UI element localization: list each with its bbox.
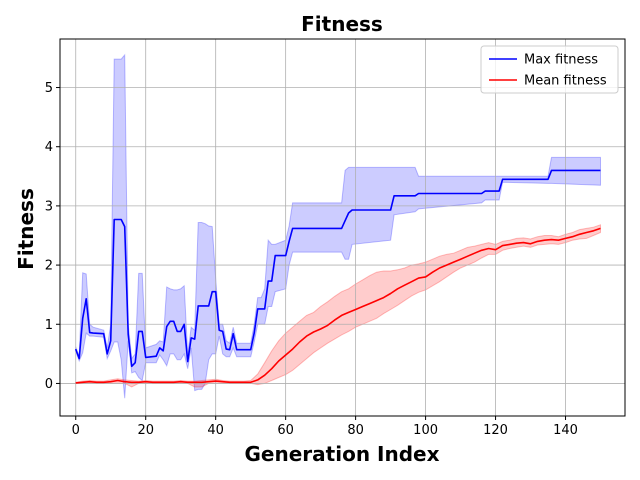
y-tick-label: 1 <box>45 318 53 333</box>
legend: Max fitness Mean fitness <box>480 45 619 94</box>
x-tick-label: 140 <box>553 423 578 438</box>
grid-lines <box>60 39 625 416</box>
y-tick-label: 3 <box>45 199 53 214</box>
x-tick-label: 60 <box>277 423 294 438</box>
y-tick-label: 5 <box>45 81 53 96</box>
max-fitness-line <box>74 169 601 368</box>
x-tick-label: 80 <box>347 423 364 438</box>
y-tick-label: 4 <box>45 140 53 155</box>
x-tick-label: 120 <box>483 423 508 438</box>
y-tick-label: 2 <box>45 259 53 274</box>
legend-box <box>480 45 619 94</box>
x-tick-label: 20 <box>137 423 154 438</box>
y-tick-label: 0 <box>45 377 53 392</box>
plot-frame <box>59 38 626 417</box>
max-fitness-band <box>75 53 601 399</box>
x-axis-label: Generation Index <box>245 442 440 466</box>
x-tick-label: 0 <box>72 423 80 438</box>
x-tick-label: 40 <box>207 423 224 438</box>
mean-fitness-line <box>75 227 601 384</box>
legend-label-max-fitness: Max fitness <box>524 53 598 68</box>
series-lines <box>74 169 601 384</box>
y-axis-ticks: 0 1 2 3 4 5 <box>45 81 60 392</box>
y-axis-label: Fitness <box>14 188 38 270</box>
x-tick-label: 100 <box>413 423 438 438</box>
chart-title: Fitness <box>301 12 383 36</box>
legend-label-mean-fitness: Mean fitness <box>524 74 607 89</box>
x-axis-ticks: 0 20 40 60 80 100 120 140 <box>72 416 578 438</box>
confidence-bands <box>75 53 601 399</box>
